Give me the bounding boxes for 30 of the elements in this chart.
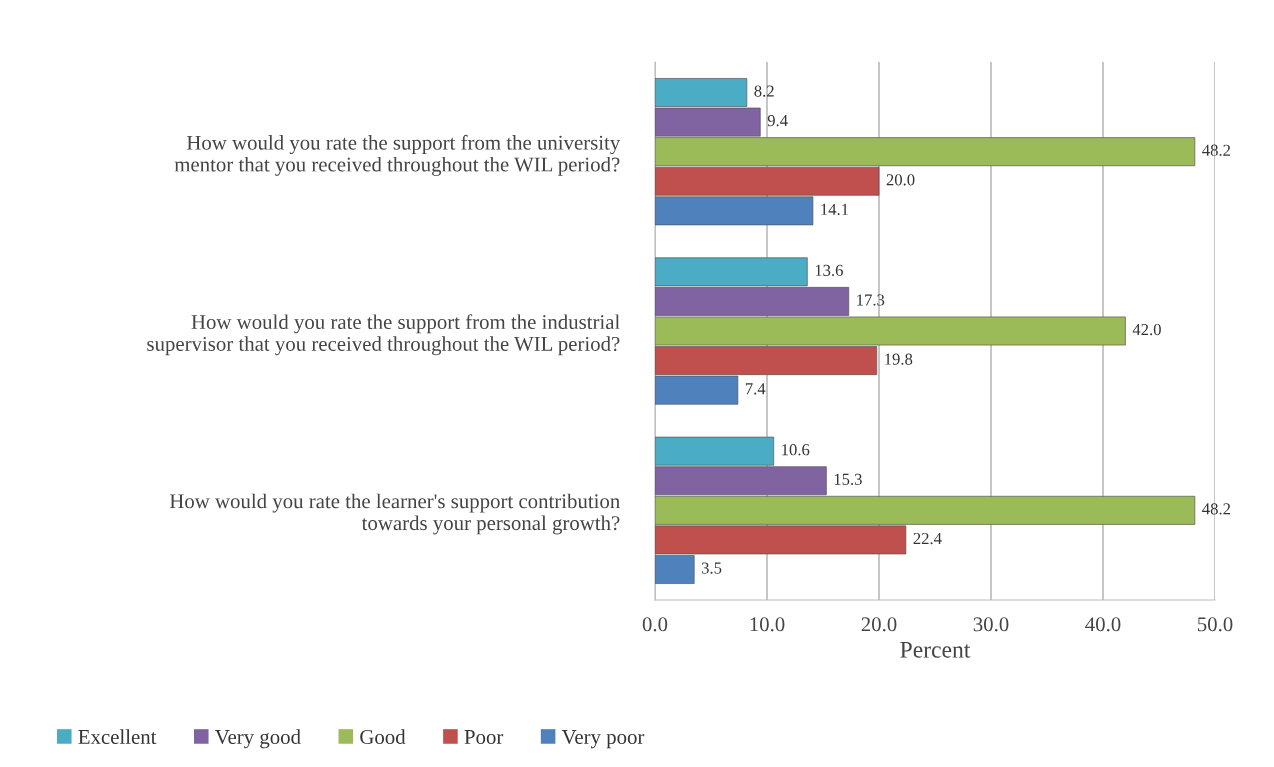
x-axis-title: Percent (900, 642, 971, 658)
legend-label: Excellent (78, 729, 157, 744)
data-label: 14.1 (821, 203, 849, 216)
data-label: 22.4 (913, 532, 942, 545)
data-label: 7.4 (745, 383, 766, 395)
data-label: 17.3 (857, 294, 885, 306)
legend-label: Poor (464, 730, 504, 744)
data-label: 9.4 (767, 115, 788, 127)
data-label: 42.0 (1132, 323, 1161, 336)
data-label: 10.6 (782, 444, 810, 456)
y-tick-label: How would you rate the support from the university mentor that you received throughout the WIL period? (174, 134, 621, 176)
data-label: 15.3 (834, 473, 862, 485)
legend-label: Very poor (561, 730, 645, 749)
x-tick-label: 10.0 (750, 617, 785, 632)
data-label: 19.8 (885, 353, 913, 365)
x-tick-label: 20.0 (861, 617, 897, 632)
x-tick-label: 30.0 (973, 617, 1009, 632)
data-label: 8.2 (754, 85, 774, 97)
data-label: 48.2 (1202, 503, 1231, 515)
data-label: 3.5 (701, 562, 722, 574)
x-tick-label: 40.0 (1085, 617, 1121, 632)
legend-label: Good (360, 729, 406, 744)
data-label: 13.6 (815, 264, 843, 277)
y-tick-label: How would you rate the learner's support contribution towards your personal growth? (169, 493, 620, 535)
data-label: 20.0 (886, 174, 915, 186)
legend-label: Very good (215, 729, 301, 749)
x-tick-label: 50.0 (1197, 617, 1233, 632)
data-label: 48.2 (1202, 144, 1231, 156)
x-tick-label: 0.0 (642, 617, 668, 632)
y-tick-label: How would you rate the support from the industrial supervisor that you received throughout the WIL period? (147, 314, 620, 356)
